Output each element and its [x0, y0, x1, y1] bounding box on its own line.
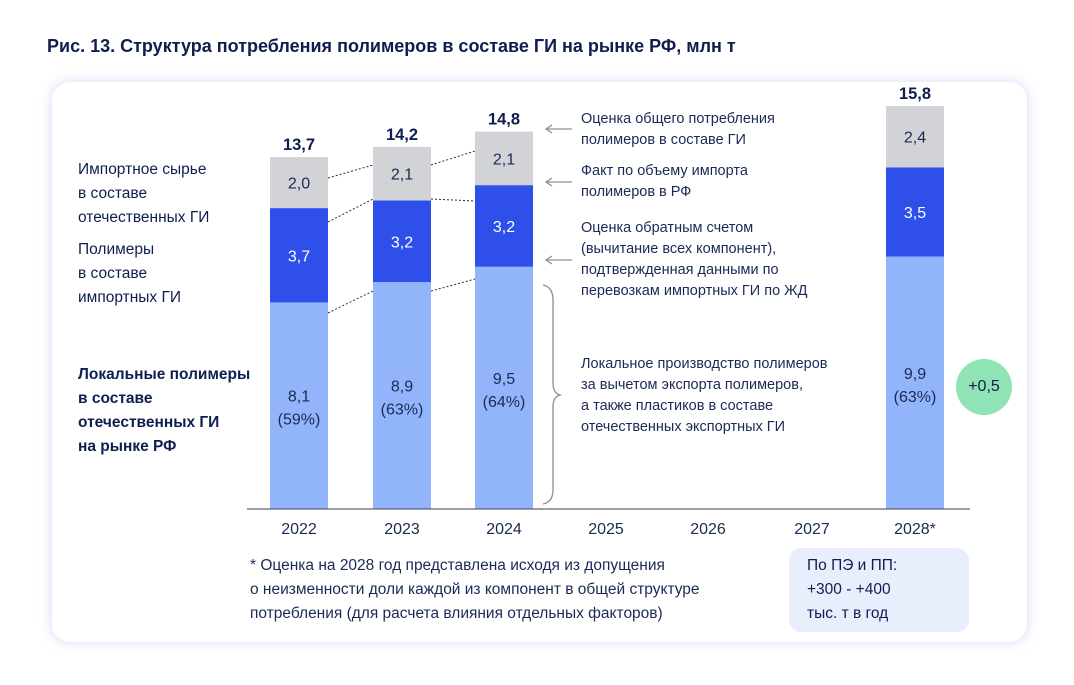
connector-line	[430, 278, 476, 292]
data-label: 2,1	[391, 167, 413, 184]
label-line: импортных ГИ	[78, 289, 181, 306]
total-label: 15,8	[899, 85, 931, 103]
footnote-line: о неизменности доли каждой из компонент …	[250, 581, 700, 598]
x-tick-label: 2025	[588, 521, 624, 538]
bar-segment	[270, 302, 328, 509]
share-label: (63%)	[381, 402, 424, 419]
connector-line	[327, 164, 374, 179]
label-import-raw: Импортное сырье в составе отечественных …	[78, 158, 278, 230]
share-label: (63%)	[894, 389, 937, 406]
callout-line: тыс. т в год	[807, 605, 889, 622]
label-line: в составе	[78, 185, 148, 202]
data-label: 8,9	[391, 379, 413, 396]
footnote-line: потребления (для расчета влияния отдельн…	[250, 605, 663, 622]
x-tick-label: 2026	[690, 521, 726, 538]
data-label: 3,7	[288, 248, 310, 265]
bar-segment	[886, 106, 944, 168]
x-tick-label: 2024	[486, 521, 522, 538]
annotation-line: Факт по объему импорта	[581, 163, 748, 179]
callout-box: По ПЭ и ПП: +300 - +400 тыс. т в год	[789, 548, 969, 632]
connector-lines	[327, 150, 476, 314]
annotation-line: Оценка обратным счетом	[581, 220, 754, 236]
share-label: (64%)	[483, 394, 526, 411]
data-label: 3,5	[904, 205, 926, 222]
bar-segment	[270, 157, 328, 209]
bar-segment	[475, 131, 533, 186]
data-label: 2,4	[904, 130, 926, 147]
x-tick-label: 2022	[281, 521, 317, 538]
bar-segment	[475, 185, 533, 267]
label-line: отечественных ГИ	[78, 209, 210, 226]
data-label: 9,5	[493, 371, 515, 388]
annotation-line: Оценка общего потребления	[581, 111, 775, 127]
label-line: Импортное сырье	[78, 161, 207, 178]
connector-line	[327, 290, 374, 314]
annotation-line: подтвержденная данными по	[581, 262, 779, 278]
bar-segment	[475, 266, 533, 509]
arrows	[544, 124, 572, 265]
data-label: 2,1	[493, 151, 515, 168]
data-label: 8,1	[288, 389, 310, 406]
annotation-line: отечественных экспортных ГИ	[581, 419, 786, 435]
label-line: в составе	[78, 390, 153, 407]
annotation-line: (вычитание всех компонент),	[581, 241, 777, 257]
bar-segment	[270, 208, 328, 303]
annotation-reverse-estimate: Оценка обратным счетом (вычитание всех к…	[581, 218, 871, 302]
footnote: * Оценка на 2028 год представлена исходя…	[250, 554, 780, 626]
x-tick-label: 2023	[384, 521, 420, 538]
share-label: (59%)	[278, 412, 321, 429]
annotation-line: за вычетом экспорта полимеров,	[581, 377, 803, 393]
bar-segment	[373, 146, 431, 201]
label-line: на рынке РФ	[78, 438, 177, 455]
label-line: отечественных ГИ	[78, 414, 220, 431]
label-line: Локальные полимеры	[78, 366, 251, 383]
arrow-head	[544, 124, 553, 134]
callout-line: +300 - +400	[807, 581, 891, 598]
total-label: 14,8	[488, 111, 520, 129]
annotation-local-production: Локальное производство полимеров за выче…	[581, 354, 871, 438]
data-label: 3,2	[493, 219, 515, 236]
callout-text: По ПЭ и ПП: +300 - +400 тыс. т в год	[807, 554, 897, 626]
growth-badge: +0,5	[956, 359, 1012, 415]
annotation-import-fact: Факт по объему импорта полимеров в РФ	[581, 161, 871, 203]
label-local-polymers: Локальные полимеры в составе отечественн…	[78, 363, 278, 459]
annotation-line: перевозкам импортных ГИ по ЖД	[581, 283, 808, 299]
x-tick-label: 2027	[794, 521, 830, 538]
label-line: в составе	[78, 265, 148, 282]
bar-segment	[373, 200, 431, 283]
connector-line	[430, 150, 476, 166]
bar-segment	[886, 167, 944, 257]
arrow-head	[544, 255, 553, 265]
label-import-gi: Полимеры в составе импортных ГИ	[78, 238, 278, 310]
data-label: 9,9	[904, 366, 926, 383]
callout-line: По ПЭ и ПП:	[807, 557, 898, 574]
annotation-line: а также пластиков в составе	[581, 398, 774, 414]
arrow-head	[544, 177, 553, 187]
footnote-line: * Оценка на 2028 год представлена исходя…	[250, 557, 665, 574]
annotation-line: полимеров в составе ГИ	[581, 132, 746, 148]
annotation-total-estimate: Оценка общего потребления полимеров в со…	[581, 109, 871, 151]
x-tick-label: 2028*	[894, 521, 936, 538]
label-line: Полимеры	[78, 241, 155, 258]
bar-segment	[886, 256, 944, 509]
annotation-line: полимеров в РФ	[581, 184, 692, 200]
figure-title: Рис. 13. Структура потребления полимеров…	[47, 36, 736, 56]
connector-line	[327, 198, 374, 223]
bar-segment	[373, 282, 431, 509]
total-label: 13,7	[283, 136, 315, 154]
annotation-line: Локальное производство полимеров	[581, 356, 828, 372]
curly-brace	[542, 284, 563, 505]
data-label: 2,0	[288, 176, 310, 193]
data-label: 3,2	[391, 234, 413, 251]
total-label: 14,2	[386, 126, 418, 144]
connector-line	[430, 198, 476, 202]
